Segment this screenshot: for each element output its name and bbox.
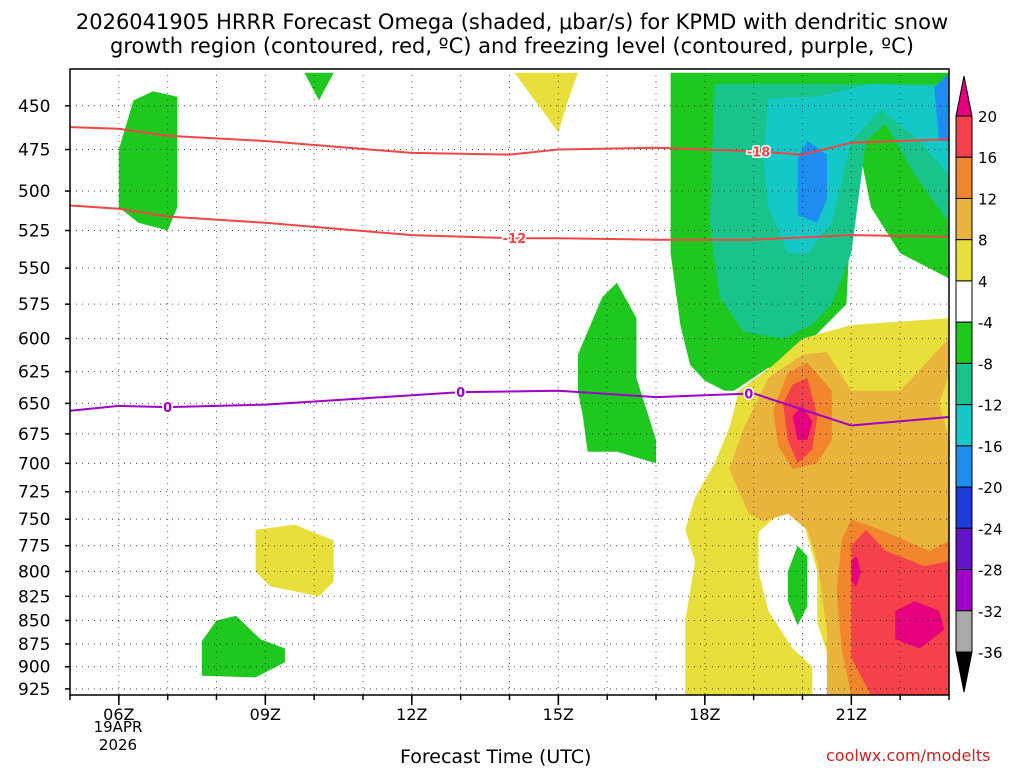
colorbar-box-0 <box>955 115 973 158</box>
y-tick-label-575: 575 <box>18 295 50 315</box>
y-tick-label-925: 925 <box>18 680 50 700</box>
y-tick-label-500: 500 <box>18 182 50 202</box>
omega-region-20 <box>255 524 334 597</box>
chart-title-line1: 2026041905 HRRR Forecast Omega (shaded, … <box>75 10 949 34</box>
y-tick-label-450: 450 <box>18 97 50 117</box>
contour-label-0: -18 <box>747 146 771 161</box>
omega-region-0 <box>118 91 178 231</box>
colorbar-box-9 <box>955 486 973 529</box>
colorbar-box-3 <box>955 239 973 282</box>
colorbar-box-1 <box>955 156 973 199</box>
date-line2: 2026 <box>98 736 138 754</box>
y-tick-label-700: 700 <box>18 454 50 474</box>
colorbar-label-8: -16 <box>978 438 1003 456</box>
colorbar-label-12: -32 <box>978 603 1003 621</box>
x-tick-label-09Z: 09Z <box>250 705 281 724</box>
colorbar-label-4: 4 <box>978 273 988 291</box>
contour-label-3: 0 <box>456 386 465 401</box>
y-tick-label-725: 725 <box>18 483 50 503</box>
x-tick-label-06Z: 06Z <box>103 705 134 724</box>
colorbar-label-7: -12 <box>978 397 1003 415</box>
omega-region-2 <box>514 72 578 133</box>
colorbar-bottom-triangle <box>955 651 973 693</box>
y-axis: 450 475 500 525 550 575 600 625 650 675 700 725 750 7… <box>18 97 70 700</box>
x-axis: 06Z 09Z 12Z 15Z 18Z 21Z <box>69 695 950 724</box>
omega-region-17 <box>792 405 813 440</box>
y-tick-label-600: 600 <box>18 330 50 350</box>
colorbar-label-5: -4 <box>978 314 993 332</box>
x-tick-label-12Z: 12Z <box>396 705 427 724</box>
omega-region-21 <box>201 615 285 678</box>
y-tick-label-625: 625 <box>18 363 50 383</box>
omega-region-22 <box>787 545 808 626</box>
credit-link[interactable]: coolwx.com/modelts <box>826 746 991 765</box>
x-tick-label-18Z: 18Z <box>689 705 720 724</box>
contour-label-2: 0 <box>163 401 172 416</box>
y-tick-label-825: 825 <box>18 587 50 607</box>
colorbar-label-1: 16 <box>978 149 997 167</box>
colorbar-box-11 <box>955 569 973 612</box>
colorbar-box-8 <box>955 445 973 488</box>
colorbar-label-10: -24 <box>978 520 1003 538</box>
colorbar-label-6: -8 <box>978 355 993 373</box>
y-tick-label-525: 525 <box>18 222 50 242</box>
colorbar-label-11: -28 <box>978 562 1003 580</box>
y-tick-label-650: 650 <box>18 394 50 414</box>
y-tick-label-475: 475 <box>18 141 50 161</box>
omega-region-18 <box>895 601 945 649</box>
colorbar-top-triangle <box>955 75 973 117</box>
omega-region-7 <box>797 141 827 223</box>
colorbar-box-4 <box>955 280 973 323</box>
colorbar-label-9: -20 <box>978 479 1003 497</box>
colorbar-label-2: 12 <box>978 190 997 208</box>
y-tick-label-675: 675 <box>18 425 50 445</box>
colorbar-box-5 <box>955 321 973 364</box>
colorbar-label-0: 20 <box>978 108 997 126</box>
y-tick-label-850: 850 <box>18 611 50 631</box>
omega-region-3 <box>577 282 656 464</box>
contour-line-1 <box>70 204 949 241</box>
y-tick-label-800: 800 <box>18 562 50 582</box>
colorbar: 20 16 12 8 4 -4 -8 -12 -16 -20 -24 -28 -32 -36 <box>955 75 1003 693</box>
contour-label-4: 0 <box>744 388 753 403</box>
contour-label-1: -12 <box>503 232 527 247</box>
omega-shading <box>118 72 949 695</box>
contour-lines: -18 -12 0 0 0 <box>70 126 949 427</box>
y-tick-label-875: 875 <box>18 635 50 655</box>
y-tick-label-775: 775 <box>18 537 50 557</box>
y-tick-label-750: 750 <box>18 510 50 530</box>
contour-line-2 <box>70 389 949 427</box>
colorbar-box-6 <box>955 362 973 406</box>
x-tick-label-21Z: 21Z <box>836 705 867 724</box>
omega-region-8 <box>934 72 949 141</box>
colorbar-box-2 <box>955 197 973 241</box>
omega-region-1 <box>304 72 334 101</box>
x-tick-label-15Z: 15Z <box>543 705 574 724</box>
colorbar-label-13: -36 <box>978 644 1003 662</box>
x-axis-label: Forecast Time (UTC) <box>400 746 592 768</box>
omega-region-24 <box>743 586 754 616</box>
colorbar-box-7 <box>955 404 973 447</box>
colorbar-label-3: 8 <box>978 232 988 250</box>
date-label: 19APR 2026 <box>88 718 148 754</box>
y-tick-label-900: 900 <box>18 658 50 678</box>
grid-lines <box>69 69 950 695</box>
date-line1: 19APR <box>93 718 143 736</box>
y-tick-label-550: 550 <box>18 259 50 279</box>
omega-region-23 <box>939 374 949 440</box>
colorbar-box-12 <box>955 610 973 653</box>
contour-line-0 <box>70 126 949 156</box>
chart-title-line2: growth region (contoured, red, ºC) and f… <box>110 34 914 58</box>
colorbar-box-10 <box>955 527 973 571</box>
